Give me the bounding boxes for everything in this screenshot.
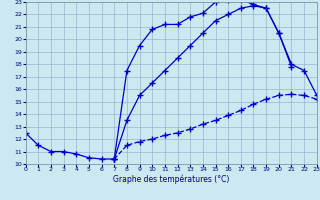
X-axis label: Graphe des températures (°C): Graphe des températures (°C) (113, 175, 229, 184)
